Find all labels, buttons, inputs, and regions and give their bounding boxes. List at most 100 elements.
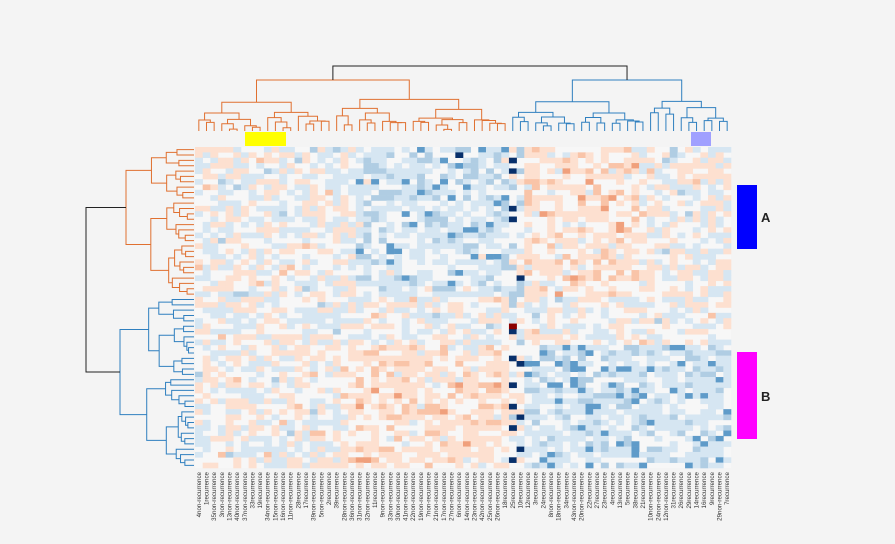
heatmap-cell — [302, 232, 311, 239]
heatmap-cell — [378, 291, 387, 298]
heatmap-cell — [463, 382, 471, 389]
heatmap-cell — [240, 393, 249, 399]
heatmap-cell — [317, 291, 326, 298]
heatmap-cell — [639, 237, 648, 244]
heatmap-cell — [279, 339, 288, 346]
heatmap-cell — [631, 302, 640, 308]
heatmap-cell — [501, 409, 510, 415]
heatmap-cell — [409, 163, 418, 169]
heatmap-cell — [455, 270, 464, 276]
heatmap-cell — [554, 403, 563, 410]
heatmap-cell — [302, 307, 311, 314]
heatmap-cell — [539, 398, 548, 405]
heatmap-cell — [325, 227, 334, 233]
heatmap-cell — [692, 189, 701, 196]
heatmap-cell — [217, 339, 226, 346]
heatmap-cell — [501, 157, 510, 164]
heatmap-cell — [662, 366, 671, 372]
heatmap-cell — [355, 211, 364, 217]
heatmap-cell — [700, 446, 709, 453]
heatmap-cell — [608, 243, 617, 249]
heatmap-cell — [562, 387, 571, 394]
heatmap-cell — [539, 350, 548, 356]
heatmap-cell — [440, 403, 448, 410]
heatmap-cell — [516, 195, 525, 201]
heatmap-cell — [455, 205, 464, 212]
heatmap-cell — [470, 318, 479, 324]
heatmap-cell — [271, 344, 280, 351]
heatmap-cell — [562, 286, 571, 292]
heatmap-cell — [279, 216, 288, 223]
heatmap-cell — [562, 371, 571, 378]
heatmap-cell — [470, 280, 479, 287]
heatmap-cell — [685, 350, 694, 356]
heatmap-cell — [417, 205, 426, 212]
heatmap-cell — [524, 195, 533, 201]
dendrogram-link — [173, 328, 184, 343]
column-label: 37non-recurrence — [242, 471, 249, 520]
heatmap-cell — [225, 232, 234, 239]
heatmap-cell — [424, 275, 433, 282]
heatmap-cell — [631, 361, 640, 367]
heatmap-cell — [286, 430, 295, 437]
heatmap-cell — [723, 323, 732, 330]
heatmap-cell — [646, 409, 655, 415]
heatmap-cell — [669, 344, 678, 351]
heatmap-cell — [248, 307, 257, 314]
heatmap-cell — [685, 302, 694, 308]
heatmap-cell — [508, 296, 517, 303]
heatmap-cell — [593, 291, 602, 298]
heatmap-cell — [616, 446, 625, 453]
heatmap-cell — [401, 393, 410, 399]
heatmap-cell — [202, 173, 211, 180]
heatmap-cell — [424, 152, 433, 158]
heatmap-cell — [669, 302, 678, 308]
heatmap-cell — [440, 179, 448, 185]
heatmap-cell — [654, 312, 663, 319]
heatmap-cell — [585, 451, 594, 458]
heatmap-cell — [432, 393, 441, 399]
heatmap-cell — [447, 393, 456, 399]
heatmap-cell — [600, 232, 609, 239]
heatmap-cell — [593, 184, 602, 191]
heatmap-cell — [631, 205, 640, 212]
heatmap-cell — [639, 280, 648, 287]
heatmap-cell — [662, 419, 671, 426]
heatmap-cell — [524, 409, 533, 415]
heatmap-cell — [263, 398, 272, 405]
heatmap-cell — [355, 355, 364, 362]
heatmap-cell — [386, 425, 395, 431]
heatmap-cell — [386, 393, 395, 399]
heatmap-cell — [332, 398, 341, 405]
heatmap-cell — [233, 200, 242, 207]
heatmap-cell — [340, 366, 349, 372]
heatmap-cell — [654, 184, 663, 191]
heatmap-cell — [363, 200, 372, 207]
heatmap-cell — [332, 462, 341, 469]
heatmap-cell — [692, 387, 701, 394]
heatmap-cell — [233, 361, 242, 367]
heatmap-cell — [463, 163, 471, 169]
heatmap-cell — [440, 147, 448, 153]
heatmap-cell — [447, 409, 456, 415]
heatmap-cell — [279, 211, 288, 217]
heatmap-cell — [332, 184, 341, 191]
heatmap-cell — [577, 189, 586, 196]
heatmap-cell — [692, 435, 701, 442]
heatmap-cell — [662, 173, 671, 180]
heatmap-cell — [692, 446, 701, 453]
heatmap-cell — [547, 457, 556, 463]
heatmap-cell — [417, 339, 426, 346]
heatmap-cell — [325, 441, 334, 447]
heatmap-cell — [378, 232, 387, 239]
heatmap-cell — [340, 163, 349, 169]
heatmap-cell — [692, 462, 701, 469]
heatmap-cell — [463, 248, 471, 255]
heatmap-cell — [531, 179, 540, 185]
heatmap-cell — [493, 195, 502, 201]
dendrogram-link — [251, 126, 261, 131]
heatmap-cell — [424, 147, 433, 153]
heatmap-cell — [577, 270, 586, 276]
heatmap-cell — [447, 243, 456, 249]
heatmap-cell — [708, 382, 716, 389]
